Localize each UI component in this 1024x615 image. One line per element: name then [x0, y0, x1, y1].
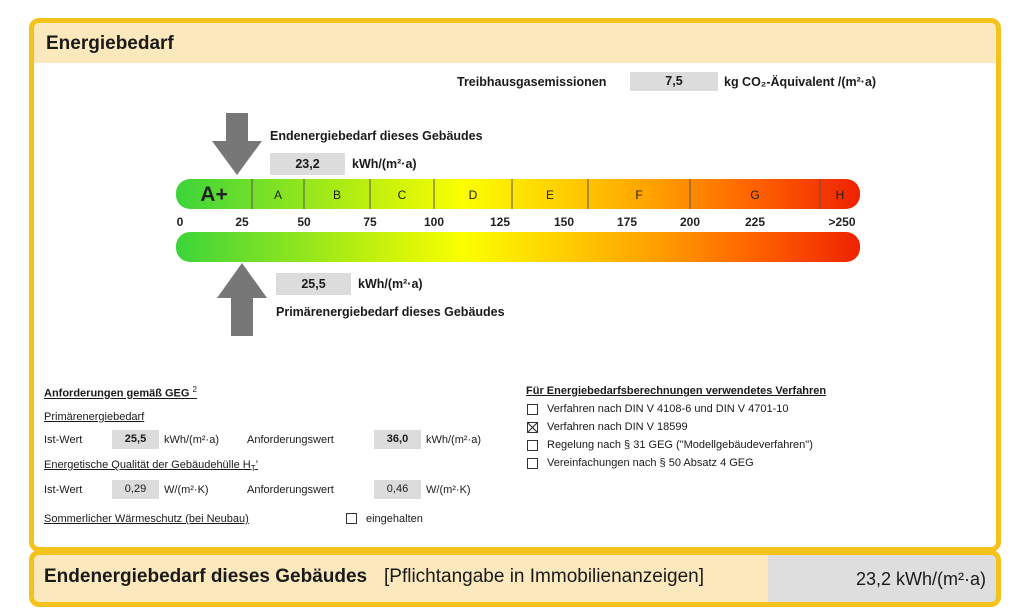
method-label: Verfahren nach DIN V 18599 [547, 421, 688, 433]
primary-energy-subtitle: Primärenergiebedarf [44, 411, 145, 423]
footer-value-box [768, 555, 996, 602]
anf-value: 36,0 [374, 430, 421, 449]
methods-title: Für Energiebedarfsberechnungen verwendet… [526, 385, 827, 397]
class-label-b: B [333, 188, 341, 202]
end-energy-unit: kWh/(m²·a) [352, 157, 417, 171]
class-label-aplus: A+ [200, 183, 227, 206]
end-energy-value: 23,2 [270, 153, 345, 175]
tick-label: 150 [554, 215, 574, 229]
method-checkbox[interactable] [527, 404, 538, 415]
class-dividers [251, 179, 821, 209]
ist2-label: Ist-Wert [44, 484, 83, 496]
class-bar [176, 179, 860, 209]
class-label-a: A [274, 188, 282, 202]
tick-label: 175 [617, 215, 637, 229]
class-label-d: D [469, 188, 478, 202]
footer-value: 23,2 kWh/(m²·a) [855, 569, 986, 589]
ist-unit: kWh/(m²·a) [164, 434, 219, 446]
anf-unit: kWh/(m²·a) [426, 434, 481, 446]
energy-demand-panel: Energiebedarf Treibhausgasemissionen 7,5… [29, 18, 1001, 552]
tick-label: 0 [177, 215, 184, 229]
class-label-g: G [750, 188, 759, 202]
primary-energy-unit: kWh/(m²·a) [358, 277, 423, 291]
method-label: Regelung nach § 31 GEG ("Modellgebäudeve… [547, 439, 813, 451]
tick-label: 125 [490, 215, 510, 229]
footer-banner: Endenergiebedarf dieses Gebäudes [Pflich… [29, 550, 1001, 607]
tick-label: 200 [680, 215, 700, 229]
anf2-value: 0,46 [374, 480, 421, 499]
anf2-label: Anforderungswert [247, 484, 334, 496]
emissions-label: Treibhausgasemissionen [457, 75, 607, 89]
emissions-value: 7,5 [630, 72, 718, 91]
class-label-c: C [398, 188, 407, 202]
method-checkbox[interactable] [527, 440, 538, 451]
ist2-unit: W/(m²·K) [164, 484, 209, 496]
panel-header: Energiebedarf [34, 23, 996, 63]
check-x-icon [528, 423, 537, 432]
tick-label: 225 [745, 215, 765, 229]
tick-label: 75 [363, 215, 377, 229]
class-label-f: F [635, 188, 642, 202]
summer-protection-title: Sommerlicher Wärmeschutz (bei Neubau) [44, 513, 249, 525]
class-label-e: E [546, 188, 554, 202]
method-checkbox[interactable] [527, 458, 538, 469]
summer-protection-check-label: eingehalten [366, 513, 423, 525]
tick-label: 100 [424, 215, 444, 229]
scale-bar [176, 232, 860, 262]
envelope-subtitle: Energetische Qualität der Gebäudehülle H… [44, 459, 259, 474]
summer-protection-checkbox[interactable] [346, 513, 357, 524]
footer-note: [Pflichtangabe in Immobilienanzeigen] [384, 566, 705, 587]
end-energy-label: Endenergiebedarf dieses Gebäudes [270, 129, 483, 143]
tick-label: 50 [297, 215, 311, 229]
method-label: Vereinfachungen nach § 50 Absatz 4 GEG [547, 457, 754, 469]
energy-scale: A+ A B C D E F G H 0 25 50 75 100 125 15… [176, 113, 860, 336]
ist-value: 25,5 [112, 430, 159, 449]
tick-label: >250 [828, 215, 855, 229]
primary-energy-arrow-icon [217, 263, 267, 336]
primary-energy-value: 25,5 [276, 273, 351, 295]
method-checkbox-checked[interactable] [527, 422, 538, 433]
emissions-unit: kg CO₂-Äquivalent /(m²·a) [724, 75, 877, 89]
ist-label: Ist-Wert [44, 434, 83, 446]
anf2-unit: W/(m²·K) [426, 484, 471, 496]
requirements-footnote: 2 [192, 385, 197, 394]
method-label: Verfahren nach DIN V 4108-6 und DIN V 47… [547, 403, 789, 415]
footer-title: Endenergiebedarf dieses Gebäudes [44, 566, 368, 587]
end-energy-arrow-icon [212, 113, 262, 175]
page-title: Energiebedarf [46, 33, 174, 54]
primary-energy-label: Primärenergiebedarf dieses Gebäudes [276, 305, 505, 319]
class-label-h: H [836, 188, 845, 202]
ist2-value: 0,29 [112, 480, 159, 499]
tick-label: 25 [235, 215, 249, 229]
requirements-title: Anforderungen gemäß GEG 2 [44, 385, 197, 400]
anf-label: Anforderungswert [247, 434, 334, 446]
